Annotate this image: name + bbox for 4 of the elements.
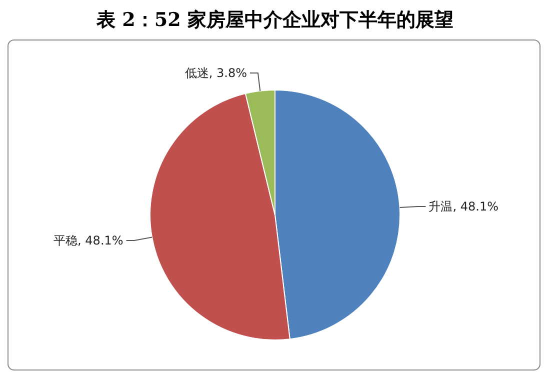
slice-label: 平稳, 48.1% xyxy=(54,234,124,248)
slice-label: 升温, 48.1% xyxy=(428,200,498,214)
slice-label: 低迷, 3.8% xyxy=(184,66,247,80)
chart-title: 表 2：52 家房屋中介企业对下半年的展望 xyxy=(96,9,454,31)
